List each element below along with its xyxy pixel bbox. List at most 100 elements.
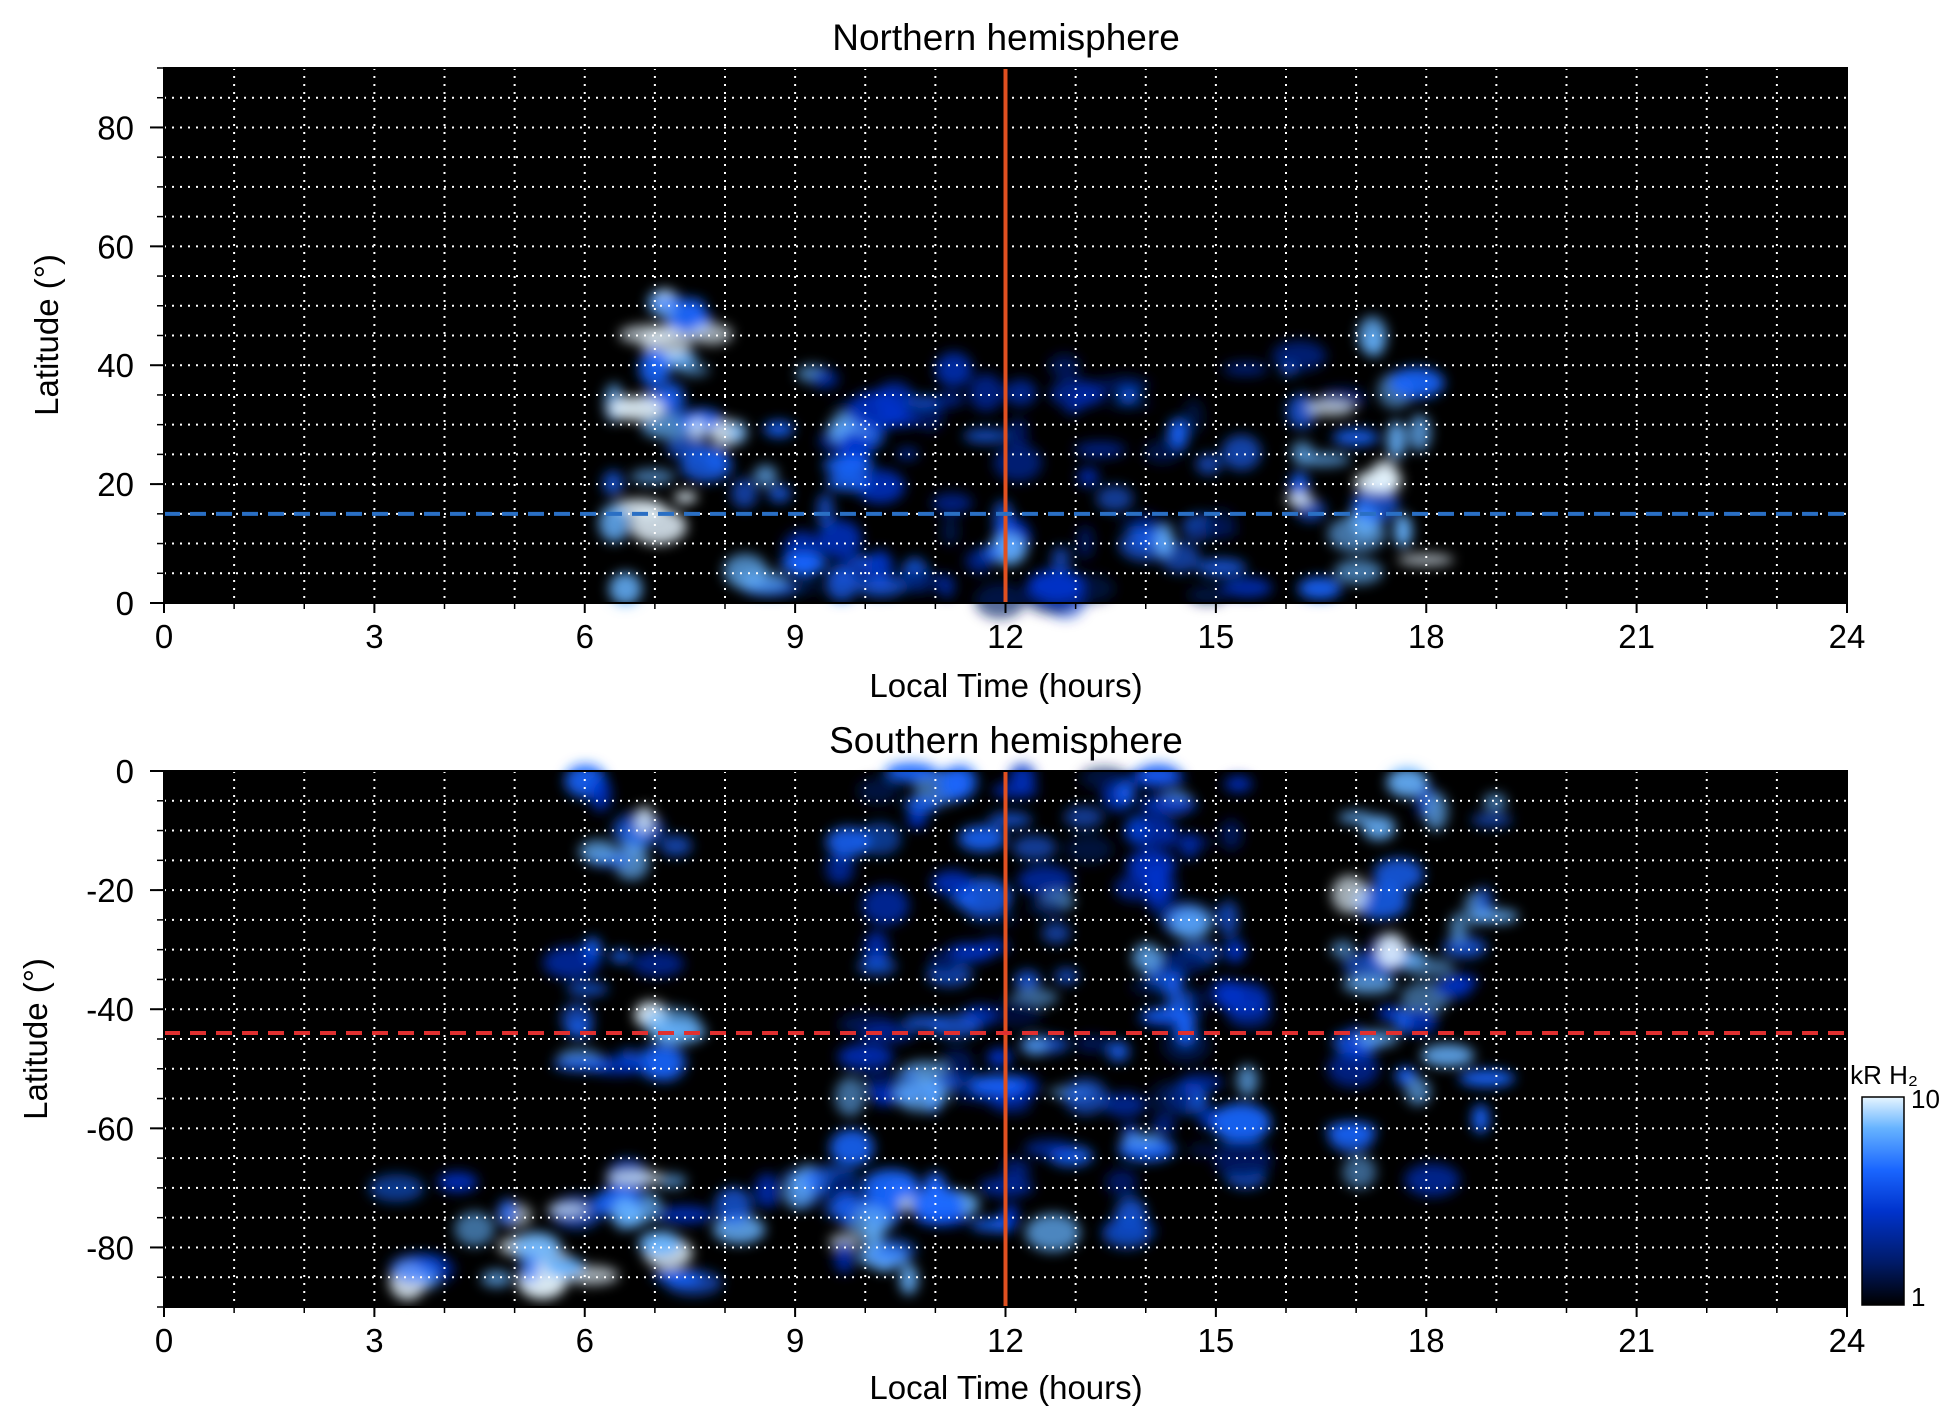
heatmap-cell — [833, 1239, 855, 1274]
heatmap-cell — [635, 806, 655, 834]
heatmap-cell — [679, 363, 710, 377]
heatmap-cell — [991, 1096, 1032, 1114]
heatmap-cell — [1424, 791, 1448, 831]
heatmap-cell — [974, 582, 1026, 619]
heatmap-cell — [1138, 795, 1197, 815]
heatmap-cell — [498, 1198, 518, 1226]
heatmap-cell — [1330, 940, 1356, 959]
northern-panel-title: Northern hemisphere — [832, 17, 1180, 58]
heatmap-cell — [1003, 1155, 1021, 1183]
northern-y-axis-label: Latitude (°) — [28, 254, 65, 416]
y-tick-label: 80 — [97, 109, 134, 146]
heatmap-cell — [967, 912, 1019, 926]
colorbar-label: kR H₂ — [1850, 1060, 1918, 1090]
heatmap-cell — [651, 297, 706, 310]
heatmap-cell — [987, 812, 1033, 828]
heatmap-cell — [1386, 420, 1407, 460]
heatmap-cell — [1272, 340, 1327, 371]
heatmap-cell — [861, 885, 910, 926]
heatmap-cell — [1211, 1103, 1271, 1143]
heatmap-cell — [1054, 371, 1082, 410]
heatmap-cell — [910, 1186, 965, 1223]
colorbar-min-label: 1 — [1911, 1282, 1925, 1312]
heatmap-cell — [1224, 775, 1253, 793]
y-tick-label: -40 — [86, 991, 134, 1028]
heatmap-cell — [1420, 1043, 1475, 1068]
heatmap-cell — [1181, 832, 1199, 860]
heatmap-cell — [1408, 414, 1432, 452]
x-tick-label: 21 — [1618, 618, 1655, 655]
y-tick-label: -20 — [86, 872, 134, 909]
heatmap-cell — [519, 1254, 540, 1284]
northern-x-axis-label: Local Time (hours) — [869, 667, 1142, 704]
heatmap-cell — [1063, 805, 1104, 829]
heatmap-cell — [1394, 513, 1412, 548]
heatmap-cell — [811, 369, 839, 389]
heatmap-cell — [1397, 553, 1454, 566]
heatmap-cell — [1064, 835, 1113, 864]
heatmap-cell — [659, 835, 692, 857]
heatmap-cell — [1187, 585, 1228, 605]
heatmap-cell — [884, 762, 938, 783]
heatmap-cell — [1226, 1000, 1273, 1029]
heatmap-cell — [1149, 1081, 1187, 1119]
heatmap-cell — [1188, 987, 1206, 1023]
x-tick-label: 24 — [1829, 618, 1866, 655]
heatmap-cell — [1153, 524, 1174, 558]
heatmap-cell — [1106, 397, 1152, 410]
heatmap-cell — [1121, 1133, 1163, 1147]
heatmap-cell — [1432, 979, 1472, 999]
heatmap-cell — [929, 949, 960, 976]
heatmap-cell — [904, 795, 941, 813]
heatmap-cell — [1166, 988, 1191, 1015]
heatmap-cell — [589, 777, 612, 812]
x-tick-label: 3 — [365, 618, 383, 655]
heatmap-cell — [1280, 363, 1297, 377]
y-tick-label: 20 — [97, 466, 134, 503]
heatmap-cell — [1178, 1074, 1224, 1092]
heatmap-cell — [688, 417, 707, 440]
heatmap-cell — [1364, 330, 1385, 358]
heatmap-cell — [1297, 576, 1342, 600]
heatmap-cell — [1176, 1011, 1194, 1046]
heatmap-cell — [736, 569, 788, 594]
heatmap-cell — [652, 1269, 698, 1282]
heatmap-cell — [1342, 1154, 1377, 1190]
heatmap-cell — [542, 945, 601, 980]
heatmap-cell — [1096, 485, 1134, 512]
x-tick-label: 24 — [1829, 1322, 1866, 1359]
heatmap-cell — [689, 323, 733, 345]
heatmap-cell — [1150, 1117, 1176, 1136]
heatmap-cell — [1471, 1104, 1490, 1134]
heatmap-cell — [1051, 546, 1071, 572]
heatmap-cell — [1021, 1035, 1049, 1056]
heatmap-cell — [907, 809, 927, 829]
heatmap-cell — [1405, 1077, 1431, 1106]
heatmap-cell — [1327, 515, 1387, 553]
heatmap-cell — [1400, 1008, 1438, 1035]
x-tick-label: 21 — [1618, 1322, 1655, 1359]
y-tick-label: -80 — [86, 1229, 134, 1266]
y-tick-label: 40 — [97, 347, 134, 384]
heatmap-cell — [825, 826, 871, 857]
heatmap-cell — [1151, 948, 1209, 976]
heatmap-cell — [856, 576, 905, 598]
x-tick-label: 9 — [786, 618, 804, 655]
heatmap-cell — [753, 464, 778, 487]
heatmap-cell — [1105, 1169, 1138, 1196]
x-tick-label: 12 — [987, 618, 1024, 655]
x-tick-label: 6 — [576, 618, 594, 655]
heatmap-cell — [825, 852, 854, 885]
heatmap-cell — [1209, 979, 1245, 1008]
colorbar-max-label: 10 — [1911, 1084, 1940, 1114]
heatmap-cell — [1076, 525, 1094, 560]
heatmap-cell — [1386, 767, 1428, 798]
southern-axes: 0 3 6 9 12 15 18 21 24 0 -20 -40 -60 -80 — [86, 753, 1865, 1359]
x-tick-label: 0 — [155, 618, 173, 655]
heatmap-cell — [1075, 1035, 1110, 1053]
heatmap-cell — [754, 1173, 781, 1209]
heatmap-cell — [1118, 517, 1173, 530]
heatmap-cell — [1290, 440, 1314, 463]
y-tick-label: 0 — [116, 753, 134, 790]
heatmap-cell — [1286, 393, 1317, 429]
